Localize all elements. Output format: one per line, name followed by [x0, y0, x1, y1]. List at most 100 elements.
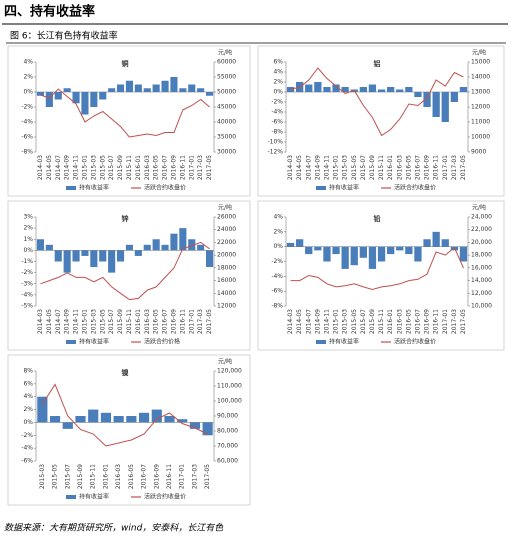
y-tick-label: -4% [21, 291, 33, 298]
y2-tick-label: 24,000 [471, 214, 492, 221]
x-tick-label: 2016-03 [144, 155, 151, 180]
x-tick-label: 2017-05 [460, 309, 467, 334]
x-tick-label: 2017-03 [451, 309, 458, 334]
y-tick-label: 4% [23, 59, 33, 66]
bar [414, 246, 422, 262]
y2-unit: 元/吨 [472, 49, 486, 57]
y2-tick-label: 40000 [217, 119, 236, 126]
y-tick-label: 6% [273, 59, 283, 66]
bar [368, 84, 377, 92]
bar [99, 250, 107, 262]
x-tick-label: 2014-11 [323, 155, 330, 180]
bar [332, 246, 340, 255]
legend-label: 活跃合约收盘价 [144, 493, 186, 501]
x-tick-label: 2017-05 [206, 155, 213, 180]
price-line [40, 88, 210, 138]
bar [205, 92, 214, 96]
bar [179, 88, 187, 92]
y-tick-label: -1% [21, 258, 33, 265]
bar [423, 239, 431, 247]
x-tick-label: 2014-07 [305, 155, 312, 180]
x-tick-label: 2015-03 [39, 464, 46, 489]
source-note: 数据来源：大有期货研究所，wind，安泰科，长江有色 [4, 523, 224, 534]
chart-title: 镍 [122, 368, 129, 377]
y2-unit: 元/吨 [218, 49, 232, 57]
x-tick-label: 2017-05 [204, 464, 211, 489]
bar [99, 92, 107, 100]
x-tick-label: 2016-09 [170, 155, 177, 180]
y2-tick-label: 60000 [217, 59, 236, 66]
y-tick-label: 4% [273, 69, 283, 76]
x-tick-label: 2015-07 [360, 309, 367, 334]
x-tick-label: 2016-07 [162, 155, 169, 180]
bar [323, 87, 331, 92]
bar [125, 80, 134, 92]
bar [359, 246, 367, 258]
bar [37, 396, 48, 423]
legend-swatch [66, 495, 76, 499]
bar [305, 246, 313, 255]
y2-tick-label: 90,000 [217, 413, 238, 420]
x-tick-label: 2016-01 [102, 464, 109, 489]
x-tick-label: 2015-07 [360, 155, 367, 180]
bar [377, 89, 386, 92]
bar [323, 246, 331, 262]
x-tick-label: 2015-09 [77, 464, 84, 489]
bar [125, 244, 134, 251]
bar [314, 246, 322, 251]
x-tick-label: 2014-11 [73, 155, 80, 180]
y2-tick-label: 120,000 [217, 368, 242, 375]
bar [305, 84, 313, 92]
bar [72, 250, 80, 262]
bar [143, 244, 151, 251]
x-tick-label: 2016-11 [166, 464, 173, 489]
bar [90, 92, 98, 107]
x-tick-label: 2016-09 [170, 309, 177, 334]
x-tick-label: 2016-05 [405, 309, 412, 334]
bar [45, 92, 53, 107]
bar [161, 80, 169, 92]
bar [179, 228, 187, 251]
legend-swatch [316, 340, 326, 344]
x-tick-label: 2015-05 [52, 464, 59, 489]
bar [332, 84, 340, 92]
figure-title: 图 6：长江有色持有收益率 [10, 30, 118, 42]
x-tick-label: 2016-07 [414, 309, 421, 334]
section-title: 四、持有收益率 [4, 4, 95, 20]
x-tick-label: 2016-11 [433, 155, 440, 180]
bar [49, 416, 61, 423]
bar [45, 244, 53, 251]
x-tick-label: 2014-03 [37, 155, 44, 180]
x-tick-label: 2017-03 [191, 464, 198, 489]
bar [387, 87, 395, 92]
bar [63, 250, 71, 273]
x-tick-label: 2016-05 [128, 464, 135, 489]
bar [205, 250, 214, 268]
chart-frame [257, 45, 505, 197]
x-tick-label: 2014-09 [314, 155, 321, 180]
x-tick-label: 2014-09 [64, 155, 71, 180]
y2-tick-label: 16000 [217, 277, 236, 284]
y-tick-label: -4% [21, 445, 33, 452]
legend-label: 持有收益率 [329, 338, 359, 346]
y2-tick-label: 55000 [217, 74, 236, 81]
x-tick-label: 2017-01 [442, 155, 449, 180]
bar [170, 233, 178, 251]
y2-tick-label: 18,000 [471, 252, 492, 259]
x-tick-label: 2014-09 [64, 309, 71, 334]
y-tick-label: 1% [23, 236, 33, 243]
bar [88, 409, 99, 423]
y2-unit: 元/吨 [472, 204, 486, 212]
y2-tick-label: 60,000 [217, 458, 238, 465]
bar [134, 250, 142, 256]
x-tick-label: 2016-03 [396, 309, 403, 334]
y2-tick-label: 15000 [471, 59, 490, 66]
x-tick-label: 2014-03 [287, 309, 294, 334]
y-tick-label: -2% [271, 258, 283, 265]
legend-label: 持有收益率 [79, 493, 109, 501]
bar [138, 412, 150, 423]
bar [396, 89, 404, 92]
x-tick-label: 2014-03 [37, 309, 44, 334]
y2-tick-label: 110,000 [217, 383, 242, 390]
x-tick-label: 2017-01 [188, 155, 195, 180]
